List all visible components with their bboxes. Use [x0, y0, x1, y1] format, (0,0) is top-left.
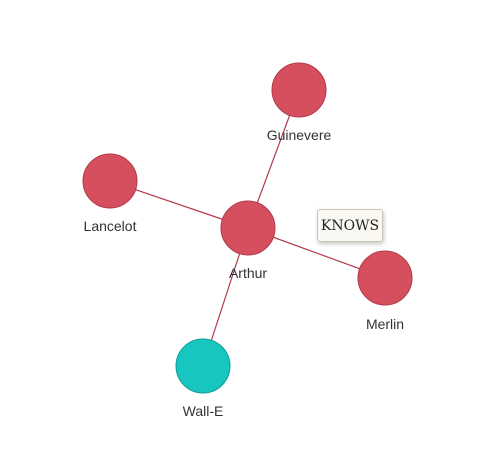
node-lancelot[interactable] [82, 153, 138, 209]
node-label-merlin: Merlin [366, 316, 404, 332]
node-label-lancelot: Lancelot [84, 218, 137, 234]
node-arthur[interactable] [220, 200, 276, 256]
node-label-walle: Wall-E [183, 403, 224, 419]
node-label-arthur: Arthur [229, 265, 267, 281]
node-walle[interactable] [175, 338, 231, 394]
node-merlin[interactable] [357, 250, 413, 306]
node-label-guinevere: Guinevere [267, 127, 332, 143]
labels-layer: Arthur Guinevere Lancelot Merlin Wall-E [84, 127, 405, 419]
edge-tooltip: KNOWS [317, 209, 383, 242]
node-guinevere[interactable] [271, 62, 327, 118]
nodes-layer [82, 62, 413, 394]
